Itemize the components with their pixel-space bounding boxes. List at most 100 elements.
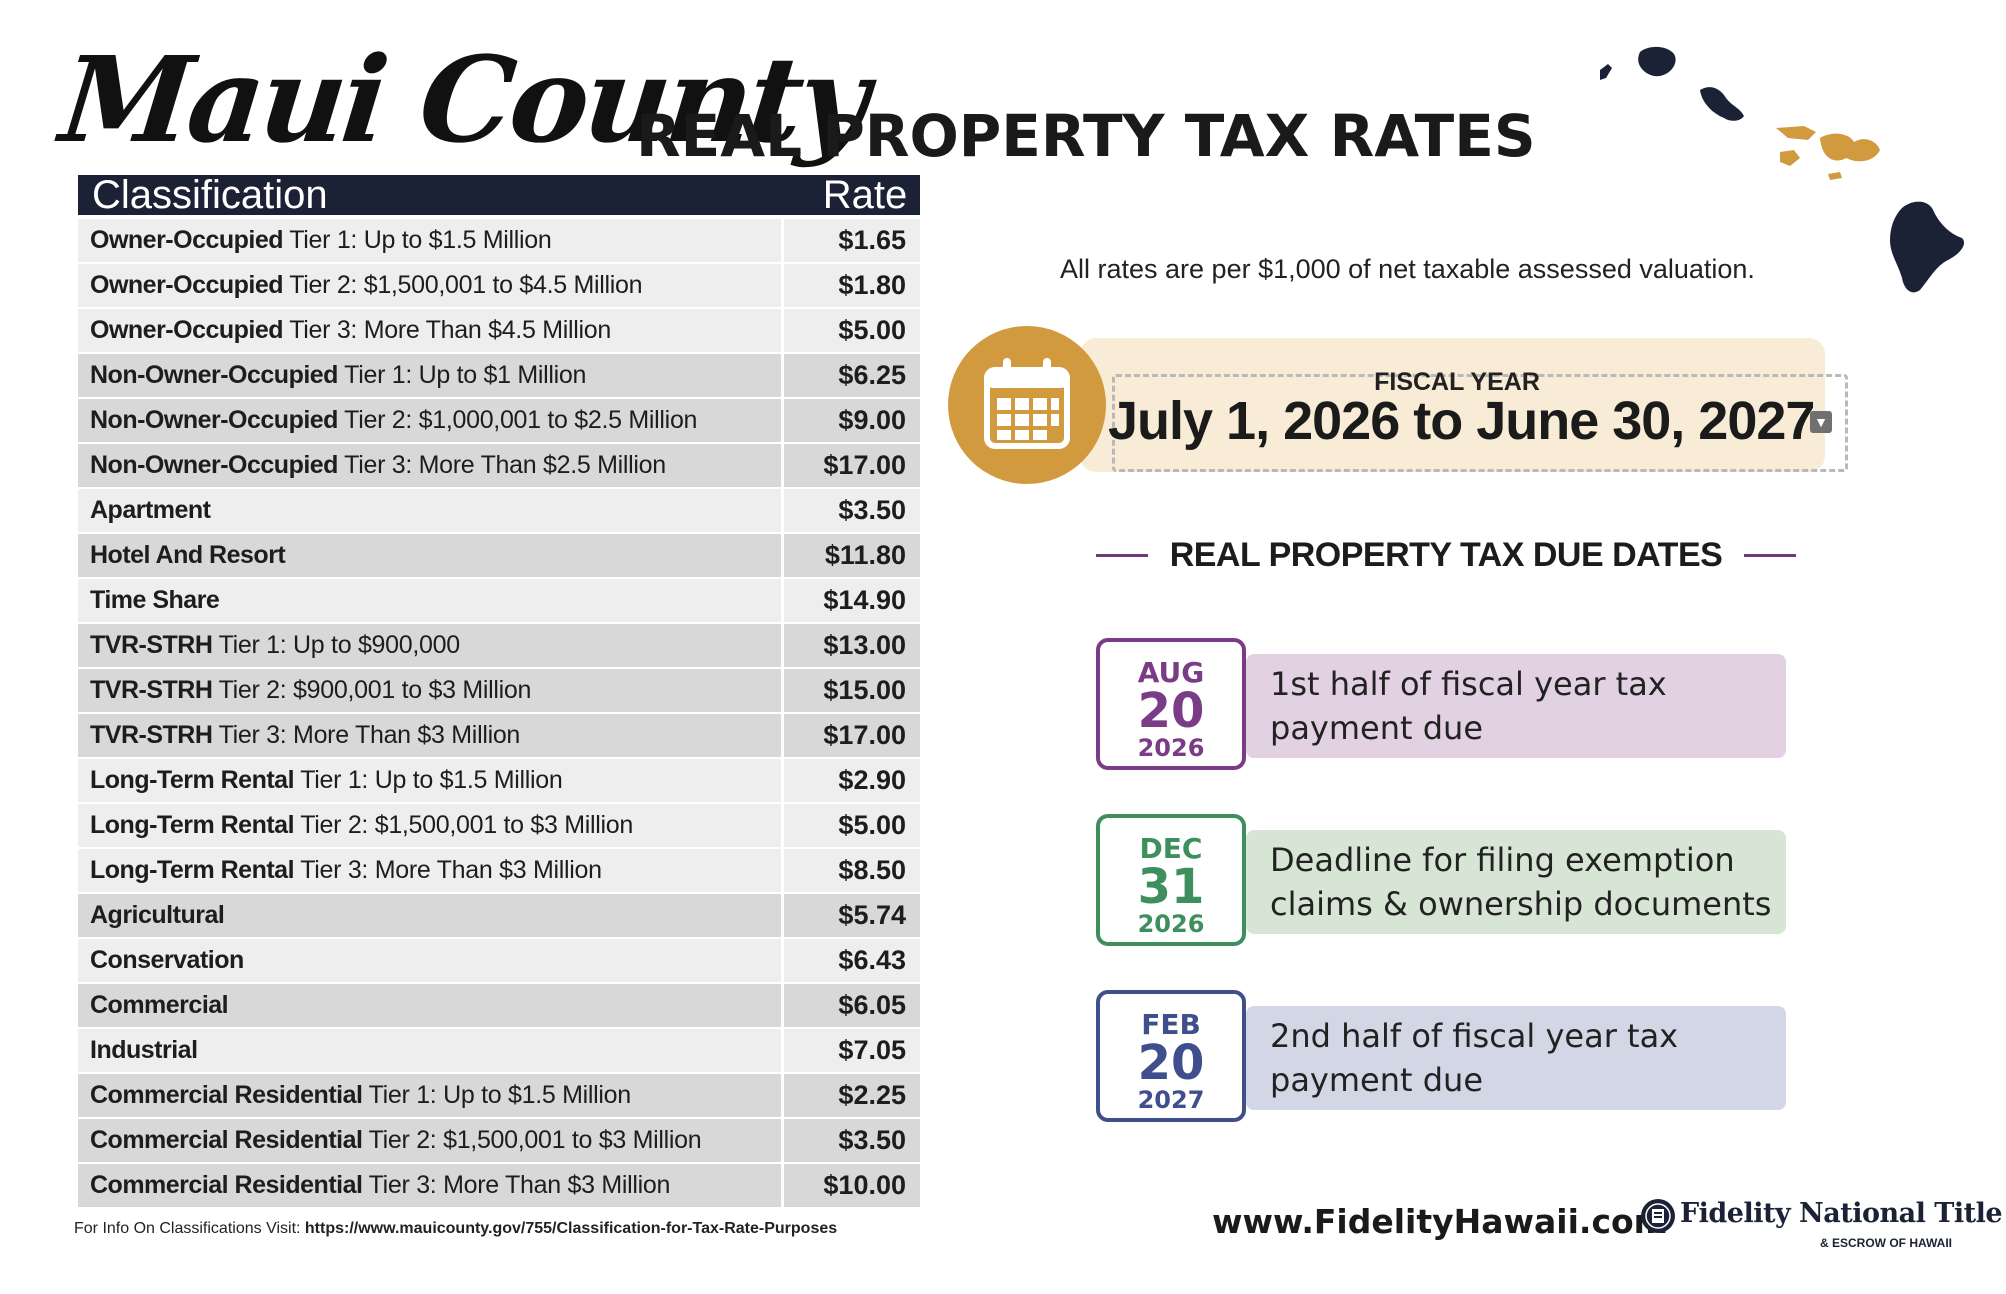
rate-cell: $6.05 (784, 984, 920, 1027)
classification-cell: Non-Owner-Occupied Tier 3: More Than $2.… (78, 444, 781, 487)
classification-tier: Tier 1: Up to $1.5 Million (294, 766, 563, 794)
classification-name: Commercial Residential (90, 1171, 363, 1199)
classification-tier: Tier 2: $1,500,001 to $3 Million (294, 811, 633, 839)
rate-cell: $2.25 (784, 1074, 920, 1117)
description-line-2: claims & ownership documents (1270, 885, 1772, 923)
column-header-rate: Rate (822, 173, 908, 217)
rate-cell: $14.90 (784, 579, 920, 622)
due-date-item: 2nd half of fiscal year tax payment due F… (1096, 990, 1796, 1126)
classification-cell: Time Share (78, 579, 781, 622)
table-row: Owner-Occupied Tier 2: $1,500,001 to $4.… (78, 264, 920, 307)
classification-name: Non-Owner-Occupied (90, 451, 338, 479)
classification-name: Hotel And Resort (90, 541, 286, 569)
table-row: Commercial $6.05 (78, 984, 920, 1027)
classification-tier: Tier 3: More Than $2.5 Million (337, 451, 666, 479)
rate-cell: $10.00 (784, 1164, 920, 1207)
footnote-label: For Info On Classifications Visit: (74, 1220, 305, 1237)
table-row: TVR-STRH Tier 1: Up to $900,000 $13.00 (78, 624, 920, 667)
date-day: 20 (1137, 1035, 1205, 1091)
classification-name: Non-Owner-Occupied (90, 361, 338, 389)
page-title: REAL PROPERTY TAX RATES (636, 102, 1536, 170)
date-day: 20 (1137, 683, 1205, 739)
rate-cell: $17.00 (784, 444, 920, 487)
classification-cell: TVR-STRH Tier 2: $900,001 to $3 Million (78, 669, 781, 712)
classification-cell: Non-Owner-Occupied Tier 2: $1,000,001 to… (78, 399, 781, 442)
table-row: TVR-STRH Tier 2: $900,001 to $3 Million $… (78, 669, 920, 712)
classification-tier: Tier 3: More Than $4.5 Million (283, 316, 611, 344)
classification-cell: Owner-Occupied Tier 1: Up to $1.5 Millio… (78, 219, 781, 262)
date-year: 2027 (1137, 1086, 1205, 1114)
classification-cell: Owner-Occupied Tier 2: $1,500,001 to $4.… (78, 264, 781, 307)
classification-name: Commercial (90, 991, 229, 1019)
table-row: Hotel And Resort $11.80 (78, 534, 920, 577)
classification-name: TVR-STRH (90, 676, 213, 704)
classification-cell: Owner-Occupied Tier 3: More Than $4.5 Mi… (78, 309, 781, 352)
tax-rate-table: Classification Rate Owner-Occupied Tier … (78, 175, 920, 1209)
rate-cell: $6.43 (784, 939, 920, 982)
classification-cell: Conservation (78, 939, 781, 982)
classification-tier: Tier 1: Up to $900,000 (212, 631, 461, 659)
classification-name: Long-Term Rental (90, 766, 295, 794)
due-dates-heading-row: REAL PROPERTY TAX DUE DATES (1096, 536, 1796, 575)
table-row: Commercial Residential Tier 2: $1,500,00… (78, 1119, 920, 1162)
classification-name: Non-Owner-Occupied (90, 406, 338, 434)
classification-cell: Apartment (78, 489, 781, 532)
classification-tier: Tier 1: Up to $1 Million (337, 361, 587, 389)
table-row: Time Share $14.90 (78, 579, 920, 622)
due-dates-heading: REAL PROPERTY TAX DUE DATES (1169, 536, 1723, 574)
table-row: Long-Term Rental Tier 2: $1,500,001 to $… (78, 804, 920, 847)
classification-cell: TVR-STRH Tier 1: Up to $900,000 (78, 624, 781, 667)
classification-name: Industrial (90, 1036, 198, 1064)
table-row: Commercial Residential Tier 1: Up to $1.… (78, 1074, 920, 1117)
classification-cell: Commercial Residential Tier 3: More Than… (78, 1164, 781, 1207)
classification-name: TVR-STRH (90, 631, 213, 659)
classification-tier: Tier 1: Up to $1.5 Million (283, 226, 552, 254)
classification-name: TVR-STRH (90, 721, 213, 749)
due-date-item: Deadline for filing exemption claims & ow… (1096, 814, 1796, 950)
classification-cell: Commercial Residential Tier 1: Up to $1.… (78, 1074, 781, 1117)
description-line-2: payment due (1270, 1061, 1483, 1099)
date-year: 2026 (1137, 734, 1205, 762)
classification-name: Apartment (90, 496, 211, 524)
footnote-link[interactable]: https://www.mauicounty.gov/755/Classific… (304, 1220, 838, 1237)
rate-cell: $1.80 (784, 264, 920, 307)
classification-tier: Tier 3: More Than $3 Million (294, 856, 602, 884)
classification-name: Commercial Residential (90, 1081, 363, 1109)
rate-cell: $17.00 (784, 714, 920, 757)
column-header-classification: Classification (92, 173, 328, 217)
rate-cell: $13.00 (784, 624, 920, 667)
classification-footnote: For Info On Classifications Visit: https… (74, 1220, 837, 1238)
table-row: Non-Owner-Occupied Tier 3: More Than $2.… (78, 444, 920, 487)
table-header: Classification Rate (78, 175, 920, 215)
table-row: Owner-Occupied Tier 1: Up to $1.5 Millio… (78, 219, 920, 262)
fiscal-year-selection-box (1112, 374, 1848, 472)
table-row: Commercial Residential Tier 3: More Than… (78, 1164, 920, 1207)
rate-cell: $7.05 (784, 1029, 920, 1072)
classification-tier: Tier 2: $1,500,001 to $4.5 Million (283, 271, 643, 299)
classification-name: Long-Term Rental (90, 811, 295, 839)
fiscal-year-band (1080, 338, 1825, 472)
date-badge: AUG 20 2026 (1096, 638, 1246, 770)
company-subtitle: & ESCROW OF HAWAII (1820, 1236, 1952, 1250)
table-row: Conservation $6.43 (78, 939, 920, 982)
classification-name: Long-Term Rental (90, 856, 295, 884)
classification-name: Time Share (90, 586, 220, 614)
chevron-down-icon[interactable]: ▼ (1810, 411, 1832, 433)
description-line-1: 1st half of fiscal year tax (1270, 665, 1667, 703)
fiscal-year-badge (948, 326, 1106, 484)
date-badge: DEC 31 2026 (1096, 814, 1246, 946)
date-badge: FEB 20 2027 (1096, 990, 1246, 1122)
table-row: Non-Owner-Occupied Tier 1: Up to $1 Mill… (78, 354, 920, 397)
classification-name: Agricultural (90, 901, 225, 929)
classification-cell: Hotel And Resort (78, 534, 781, 577)
classification-tier: Tier 3: More Than $3 Million (212, 721, 521, 749)
table-body: Owner-Occupied Tier 1: Up to $1.5 Millio… (78, 219, 920, 1207)
rate-cell: $6.25 (784, 354, 920, 397)
rate-cell: $11.80 (784, 534, 920, 577)
website-link[interactable]: www.FidelityHawaii.com (1212, 1202, 1669, 1241)
due-date-item: 1st half of fiscal year tax payment due A… (1096, 638, 1796, 774)
fidelity-seal-icon (1641, 1199, 1675, 1233)
rate-cell: $1.65 (784, 219, 920, 262)
company-name: Fidelity National Title (1680, 1198, 2003, 1229)
calendar-icon (984, 358, 1070, 449)
